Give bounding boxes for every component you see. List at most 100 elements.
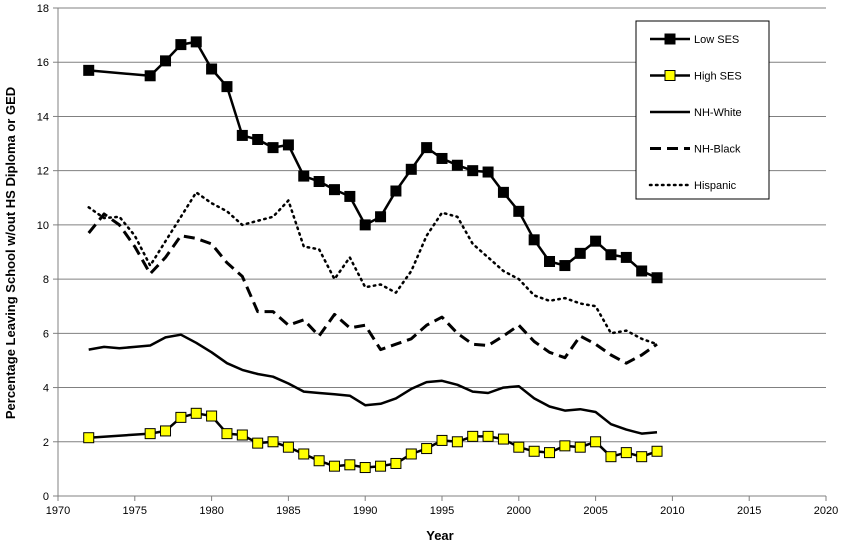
data-point-high-ses-9: [267, 436, 279, 448]
data-point-high-ses-31: [605, 451, 617, 463]
x-tick-label-9: 2015: [737, 505, 761, 517]
data-point-high-ses-25: [513, 441, 525, 453]
data-point-low-ses-10: [282, 139, 294, 151]
data-point-low-ses-1: [144, 70, 156, 82]
series-low-ses: [83, 36, 663, 284]
series-line-nh-black: [87, 212, 658, 365]
series-nh-black: [87, 212, 658, 365]
y-tick-label-4: 8: [43, 274, 49, 286]
x-axis-title: Year: [426, 528, 453, 543]
x-tick-label-8: 2010: [660, 505, 684, 517]
data-point-high-ses-2: [160, 425, 172, 437]
y-tick-label-2: 4: [43, 383, 49, 395]
series-hispanic: [87, 191, 659, 346]
data-point-low-ses-2: [160, 55, 172, 67]
data-point-low-ses-30: [590, 235, 602, 247]
data-point-high-ses-0: [83, 432, 95, 444]
data-point-low-ses-29: [574, 247, 586, 259]
data-point-low-ses-16: [375, 211, 387, 223]
legend-label-high-ses: High SES: [694, 71, 742, 83]
data-point-high-ses-8: [252, 437, 264, 449]
data-point-high-ses-10: [282, 441, 294, 453]
y-axis-ticks: 0 2 4 6 8 10 12 14 16 18: [37, 3, 58, 503]
x-tick-label-5: 1995: [430, 505, 454, 517]
data-point-low-ses-4: [190, 36, 202, 48]
data-point-high-ses-21: [451, 436, 463, 448]
x-tick-label-2: 1980: [199, 505, 223, 517]
data-point-low-ses-14: [344, 190, 356, 202]
legend-box: [635, 20, 770, 200]
data-point-low-ses-9: [267, 142, 279, 154]
data-point-low-ses-8: [252, 133, 264, 145]
data-point-low-ses-20: [436, 152, 448, 164]
data-point-high-ses-33: [636, 451, 648, 463]
data-point-high-ses-7: [236, 429, 248, 441]
data-point-high-ses-18: [405, 448, 417, 460]
data-point-high-ses-14: [344, 459, 356, 471]
data-point-low-ses-32: [620, 251, 632, 263]
data-point-low-ses-28: [559, 260, 571, 272]
legend-item-hispanic: Hispanic: [648, 180, 737, 192]
legend-item-nh-white: NH-White: [650, 107, 742, 119]
x-axis-ticks: 1970 1975 1980 1985 1990 1995 2000 2005 2010 2015…: [46, 496, 838, 517]
data-point-high-ses-23: [482, 430, 494, 442]
data-point-high-ses-17: [390, 457, 402, 469]
data-point-low-ses-33: [636, 265, 648, 277]
y-tick-label-9: 18: [37, 3, 49, 15]
legend-label-nh-white: NH-White: [694, 107, 742, 119]
data-point-low-ses-11: [298, 170, 310, 182]
legend-label-hispanic: Hispanic: [694, 180, 737, 192]
data-point-low-ses-5: [206, 63, 218, 75]
x-tick-label-0: 1970: [46, 505, 70, 517]
x-tick-label-4: 1990: [353, 505, 377, 517]
data-point-low-ses-15: [359, 219, 371, 231]
data-point-high-ses-24: [497, 433, 509, 445]
y-tick-label-7: 14: [37, 111, 49, 123]
data-point-low-ses-19: [421, 142, 433, 154]
data-point-high-ses-26: [528, 445, 540, 457]
x-tick-label-10: 2020: [814, 505, 838, 517]
data-point-high-ses-4: [190, 407, 202, 419]
data-point-high-ses-12: [313, 455, 325, 467]
y-tick-label-6: 12: [37, 166, 49, 178]
data-point-high-ses-6: [221, 428, 233, 440]
data-point-high-ses-20: [436, 434, 448, 446]
data-point-high-ses-30: [590, 436, 602, 448]
data-point-high-ses-3: [175, 411, 187, 423]
data-point-high-ses-16: [375, 460, 387, 472]
legend-label-low-ses: Low SES: [694, 34, 739, 46]
data-point-low-ses-31: [605, 249, 617, 261]
data-point-low-ses-0: [83, 64, 95, 76]
data-point-low-ses-7: [236, 129, 248, 141]
data-point-low-ses-25: [513, 205, 525, 217]
data-point-high-ses-15: [359, 462, 371, 474]
data-point-low-ses-26: [528, 234, 540, 246]
y-tick-label-5: 10: [37, 220, 49, 232]
data-point-low-ses-13: [328, 184, 340, 196]
y-tick-label-8: 16: [37, 57, 49, 69]
data-point-high-ses-1: [144, 428, 156, 440]
y-tick-label-0: 0: [43, 491, 49, 503]
x-tick-label-3: 1985: [276, 505, 300, 517]
data-point-high-ses-27: [544, 447, 556, 459]
data-point-low-ses-3: [175, 39, 187, 51]
series-high-ses: [83, 407, 663, 474]
x-tick-label-6: 2000: [507, 505, 531, 517]
data-point-high-ses-29: [574, 441, 586, 453]
data-point-low-ses-12: [313, 176, 325, 188]
legend-item-high-ses: High SES: [650, 70, 742, 83]
y-axis-title: Percentage Leaving School w/out HS Diplo…: [3, 87, 18, 419]
data-point-high-ses-13: [328, 460, 340, 472]
x-tick-label-7: 2005: [583, 505, 607, 517]
series-nh-white: [88, 333, 658, 435]
data-point-high-ses-5: [206, 410, 218, 422]
x-tick-label-1: 1975: [123, 505, 147, 517]
series-line-nh-white: [88, 333, 658, 435]
data-point-low-ses-24: [497, 186, 509, 198]
legend: Low SES High SES NH-White NH-Black Hispanic: [635, 20, 770, 200]
data-point-high-ses-34: [651, 445, 663, 457]
data-point-low-ses-23: [482, 166, 494, 178]
data-point-high-ses-11: [298, 448, 310, 460]
data-point-low-ses-18: [405, 163, 417, 175]
data-point-high-ses-28: [559, 440, 571, 452]
